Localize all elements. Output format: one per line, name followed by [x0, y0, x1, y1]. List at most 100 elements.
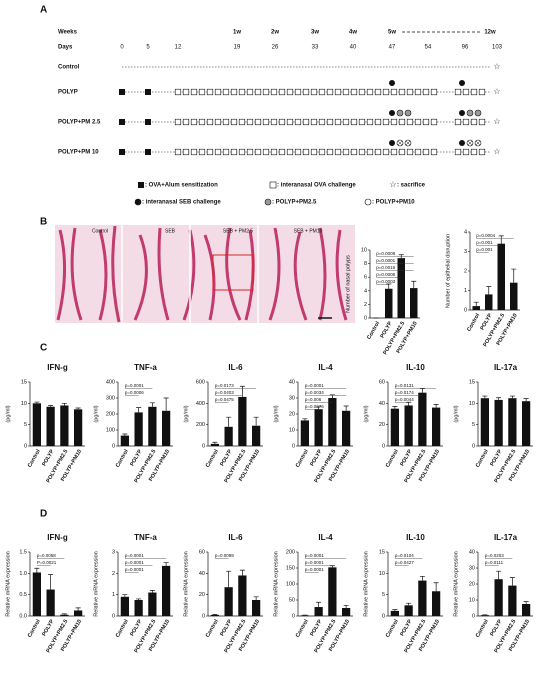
challenge-mark [286, 148, 294, 156]
chart-title: IL-17a [494, 533, 518, 542]
challenge-mark [198, 118, 206, 126]
y-tick-label: 1 [464, 288, 467, 294]
challenge-mark [374, 118, 382, 126]
challenge-mark [406, 148, 414, 156]
y-tick-label: 0 [382, 443, 385, 449]
bar [32, 403, 41, 446]
x-tick-label: POLYP [129, 618, 143, 637]
bar [74, 610, 83, 616]
sacrifice-star: ☆ [493, 62, 500, 71]
challenge-mark [262, 148, 270, 156]
error-bar [253, 416, 259, 426]
error-bar [61, 402, 67, 406]
sensitization-mark [145, 149, 151, 155]
y-axis-label: Number of epithelial disruption [445, 234, 451, 308]
bar [342, 608, 351, 616]
p-value: p=0.0044 [395, 397, 414, 402]
x-tick-label: Control [205, 448, 220, 468]
y-tick-label: 100 [286, 581, 295, 587]
bar [162, 410, 171, 446]
challenge-mark [262, 118, 270, 126]
day-label: 12 [175, 45, 182, 51]
sensitization-mark [145, 119, 151, 125]
error-bar [163, 397, 169, 411]
bar [300, 420, 309, 446]
challenge-mark [246, 118, 254, 126]
x-tick-label: Control [475, 618, 490, 638]
legend-label: : interanasal OVA challenge [277, 183, 356, 189]
legend-label: : POLYP+PM10 [372, 200, 415, 206]
challenge-mark [198, 148, 206, 156]
y-tick-label: 60 [379, 379, 385, 385]
bar [404, 405, 413, 446]
y-axis-label: (pg/ml) [363, 405, 369, 422]
challenge-mark [238, 148, 246, 156]
y-axis-label: Relative mRNA expression [453, 551, 459, 616]
error-bar [61, 613, 67, 615]
x-tick-label: POLYP [219, 618, 233, 637]
pm-mark [474, 109, 482, 117]
y-tick-label: 0 [472, 443, 475, 449]
legend-label: : sacrifice [397, 183, 426, 189]
challenge-mark [190, 148, 198, 156]
bar [508, 585, 517, 616]
p-value: p=0.0099 [215, 553, 234, 558]
x-tick-label: POLYP [129, 448, 143, 467]
legend-label: : POLYP+PM2.5 [272, 200, 317, 206]
error-bar [226, 416, 232, 427]
y-tick-label: 5 [24, 422, 27, 428]
bar [46, 589, 55, 616]
p-value: p=0.0001 [125, 553, 144, 558]
challenge-mark [390, 148, 398, 156]
seb-mark [459, 80, 465, 86]
bar [508, 398, 517, 446]
bar [162, 565, 171, 616]
chart-title: IFN-g [47, 533, 68, 542]
challenge-mark [430, 118, 438, 126]
x-tick-label: POLYP [309, 448, 323, 467]
error-bar [509, 395, 515, 399]
legend-symbol [264, 198, 272, 206]
y-tick-label: 600 [196, 379, 205, 385]
y-axis-label: Relative mRNA expression [273, 551, 279, 616]
x-tick-label: POLYP [41, 618, 55, 637]
challenge-mark [390, 88, 398, 96]
p-value: p=0.0003 [376, 279, 395, 284]
challenge-mark [318, 148, 326, 156]
challenge-mark [286, 88, 294, 96]
chart-title: IL-4 [318, 363, 333, 372]
chart-title: IL-17a [494, 363, 518, 372]
error-bar [496, 570, 502, 580]
week-label: 12w [484, 30, 496, 36]
challenge-mark [406, 88, 414, 96]
challenge-mark [462, 118, 470, 126]
p-value: p=0.0001 [125, 560, 144, 565]
panel-label: B [40, 217, 47, 228]
error-bar [212, 441, 218, 444]
legend-symbol [364, 198, 372, 206]
chart-title: IL-10 [406, 533, 425, 542]
y-tick-label: 2 [464, 268, 467, 274]
legend-label: : OVA+Alum sensitization [145, 183, 218, 189]
error-bar [316, 601, 322, 608]
challenge-mark [382, 118, 390, 126]
challenge-mark [454, 118, 462, 126]
p-value: p=0.0174 [395, 390, 414, 395]
days-label: Days [58, 45, 73, 51]
error-bar [419, 575, 425, 581]
error-bar [411, 280, 417, 289]
error-bar [302, 418, 308, 421]
x-tick-label: Control [27, 448, 42, 468]
challenge-mark [470, 148, 478, 156]
p-value: p=0.0403 [215, 390, 234, 395]
y-tick-label: 2 [112, 571, 115, 577]
bar [404, 605, 413, 616]
bar [238, 575, 247, 616]
bar [60, 405, 69, 446]
pm-mark [396, 109, 404, 117]
challenge-mark [382, 148, 390, 156]
image-label: SEB [165, 228, 176, 234]
error-bar [48, 574, 54, 590]
challenge-mark [270, 88, 278, 96]
